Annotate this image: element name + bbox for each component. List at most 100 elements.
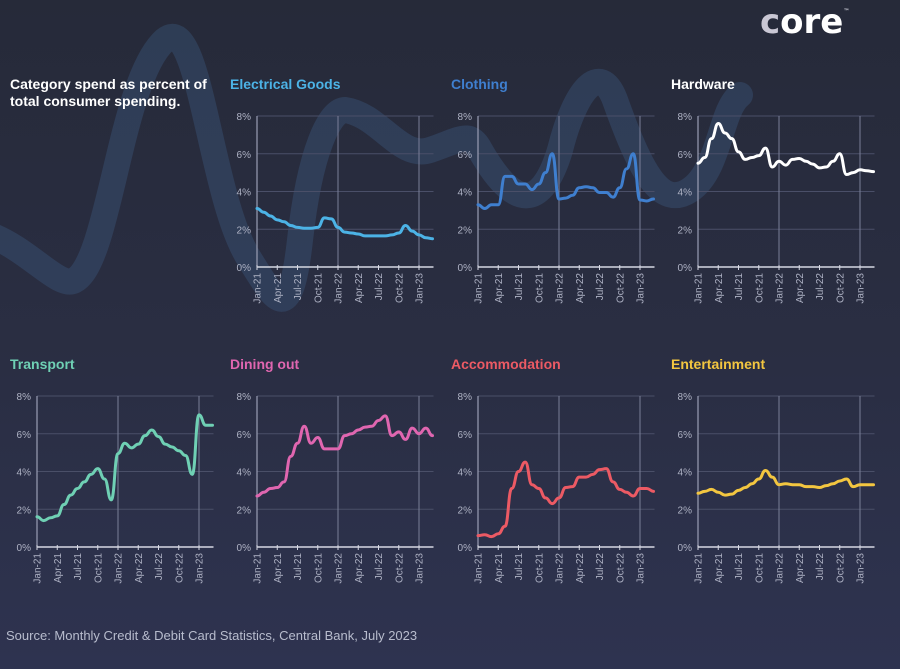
x-tick-label: Oct-22 [394,553,405,583]
data-point [784,164,787,167]
data-point [384,414,387,417]
y-tick-label: 8% [458,392,473,403]
data-point [477,534,480,537]
x-tick-label: Jul-22 [374,273,385,301]
y-tick-label: 8% [237,112,252,123]
data-point [578,476,581,479]
data-point [177,449,180,452]
data-point [558,496,561,499]
data-point [391,434,394,437]
data-point [838,479,841,482]
data-point [703,490,706,493]
y-tick-label: 2% [678,225,693,236]
data-point [256,495,259,498]
data-point [852,171,855,174]
data-point [724,131,727,134]
x-tick-label: Apr-22 [354,553,365,583]
x-tick-label: Jul-21 [293,273,304,301]
data-point [411,230,414,233]
data-point [618,186,621,189]
data-point [737,150,740,153]
x-tick-label: Oct-21 [313,553,324,583]
x-tick-label: Jul-21 [734,553,745,581]
data-point [730,493,733,496]
data-point [350,232,353,235]
data-point [737,489,740,492]
data-point [357,232,360,235]
data-point [524,461,527,464]
data-point [697,492,700,495]
x-tick-label: Oct-21 [93,553,104,583]
y-tick-label: 0% [237,543,252,554]
logo-trademark: ™ [843,8,850,15]
data-point [404,438,407,441]
y-tick-label: 0% [17,543,32,554]
data-point [483,533,486,536]
data-point [117,452,120,455]
x-tick-label: Jan-23 [856,553,867,584]
x-tick-label: Oct-21 [534,273,545,303]
y-tick-label: 0% [678,263,693,274]
chart-title-entertainment: Entertainment [671,356,766,372]
data-point [323,216,326,219]
x-tick-label: Oct-22 [615,553,626,583]
data-point [36,515,39,518]
y-tick-label: 6% [678,150,693,161]
x-tick-label: Oct-22 [394,273,405,303]
data-point [256,207,259,210]
data-point [198,413,201,416]
data-point [418,233,421,236]
data-point [764,469,767,472]
data-point [544,496,547,499]
data-point [652,198,655,201]
x-tick-label: Oct-21 [754,553,765,583]
data-point [517,470,520,473]
data-point [343,434,346,437]
x-tick-label: Jan-23 [415,273,426,304]
y-tick-label: 4% [237,188,252,199]
chart-hardware: 0% 2% 4% 6% 8% Jan-21 Apr-21 Jul-21 Oct-21 Jan-22… [678,112,875,304]
data-point [778,483,781,486]
data-point [710,488,713,491]
y-tick-label: 8% [458,112,473,123]
data-point [852,485,855,488]
data-point [612,196,615,199]
x-tick-label: Jan-22 [555,553,566,584]
data-point [130,446,133,449]
data-point [103,478,106,481]
data-point [283,480,286,483]
series-line-hardware [696,122,875,177]
data-point [343,231,346,234]
data-point [845,478,848,481]
x-tick-label: Apr-21 [714,553,725,583]
chart-accommodation: 0% 2% 4% 6% 8% Jan-21 Apr-21 Jul-21 Oct-21 Jan-22… [458,392,655,584]
data-point [397,232,400,235]
data-point [764,147,767,150]
data-point [316,226,319,229]
chart-title-hardware: Hardware [671,76,735,92]
y-tick-label: 8% [678,112,693,123]
data-point [798,157,801,160]
data-point [652,490,655,493]
x-tick-label: Jul-22 [815,553,826,581]
data-point [283,220,286,223]
data-point [838,152,841,155]
data-point [544,171,547,174]
data-point [418,432,421,435]
data-point [710,137,713,140]
x-tick-label: Jul-22 [595,553,606,581]
chart-entertainment: 0% 2% 4% 6% 8% Jan-21 Apr-21 Jul-21 Oct-21 Jan-22… [678,392,875,584]
data-point [510,487,513,490]
y-tick-label: 0% [458,263,473,274]
data-point [791,483,794,486]
data-point [262,211,265,214]
data-point [404,224,407,227]
data-point [184,454,187,457]
data-point [571,485,574,488]
y-tick-label: 4% [678,188,693,199]
data-point [330,217,333,220]
x-tick-label: Jul-21 [734,273,745,301]
y-tick-label: 8% [17,392,32,403]
x-tick-label: Apr-22 [575,273,586,303]
